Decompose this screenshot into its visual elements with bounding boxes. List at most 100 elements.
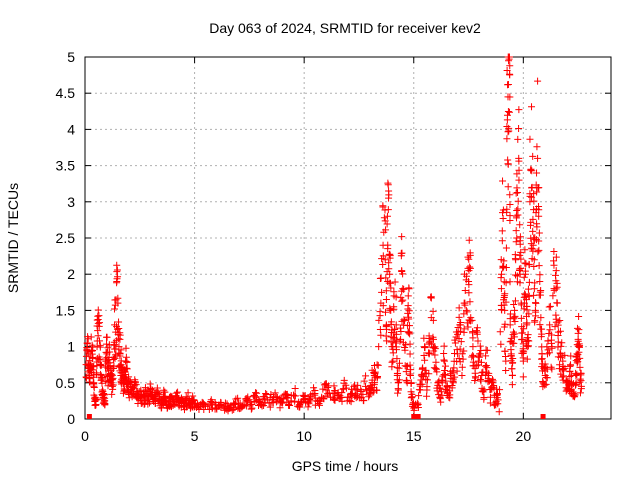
x-axis-label: GPS time / hours: [292, 458, 399, 474]
data-point-noise: [518, 336, 526, 344]
data-point-noise: [362, 387, 370, 395]
data-point-noise: [207, 397, 215, 405]
data-point-noise: [125, 394, 133, 402]
data-point-noise: [402, 341, 410, 349]
data-point-noise: [512, 271, 520, 279]
data-point-noise: [547, 336, 555, 344]
data-point-noise: [476, 342, 484, 350]
data-point-noise: [339, 385, 347, 393]
data-point-noise: [262, 389, 270, 397]
data-point-noise: [184, 389, 192, 397]
data-point-noise: [386, 306, 394, 314]
data-point-noise: [497, 306, 505, 314]
data-point-noise: [472, 327, 480, 335]
data-point-noise: [256, 397, 264, 405]
data-point-noise: [342, 384, 350, 392]
data-point-noise: [466, 249, 474, 257]
data-point-noise: [520, 325, 528, 333]
data-point-noise: [429, 333, 437, 341]
data-point-noise: [552, 253, 560, 261]
data-point: [383, 212, 391, 220]
data-point-noise: [305, 394, 313, 402]
data-point-noise: [374, 361, 382, 369]
data-point-noise: [510, 313, 518, 321]
data-point-noise: [115, 318, 123, 326]
data-point-noise: [155, 390, 163, 398]
data-point-noise: [450, 349, 458, 357]
data-point-noise: [511, 297, 519, 305]
data-point-noise: [387, 318, 395, 326]
data-point-noise: [460, 325, 468, 333]
data-point-noise: [473, 330, 481, 338]
data-point-noise: [132, 381, 140, 389]
data-point: [537, 314, 545, 322]
data-point-noise: [378, 288, 386, 296]
data-point-noise: [397, 327, 405, 335]
data-point-noise: [466, 298, 474, 306]
data-point-noise: [373, 361, 381, 369]
data-point-noise: [525, 261, 533, 269]
data-point-noise: [161, 388, 169, 396]
data-point-noise: [525, 278, 533, 286]
y-tick-label: 1.5: [56, 302, 76, 318]
data-point-noise: [304, 403, 312, 411]
data-point-noise: [550, 286, 558, 294]
baseline-marker: [411, 414, 417, 419]
data-point-noise: [174, 388, 182, 396]
data-point-noise: [92, 369, 100, 377]
data-point-noise: [500, 294, 508, 302]
data-point-noise: [520, 348, 528, 356]
data-point-noise: [567, 361, 575, 369]
data-point-noise: [115, 324, 123, 332]
data-point-noise: [109, 385, 117, 393]
data-point: [495, 408, 503, 416]
data-point-noise: [235, 405, 243, 413]
data-point-noise: [383, 325, 391, 333]
y-tick-label: 2: [67, 266, 75, 282]
data-point-noise: [109, 381, 117, 389]
data-point-noise: [546, 326, 554, 334]
data-point-noise: [572, 379, 580, 387]
data-point-noise: [379, 261, 387, 269]
data-point-noise: [465, 236, 473, 244]
data-point-noise: [527, 166, 535, 174]
data-point-noise: [513, 214, 521, 222]
data-point-noise: [391, 325, 399, 333]
data-point: [515, 176, 523, 184]
data-point-noise: [427, 340, 435, 348]
data-point-noise: [319, 385, 327, 393]
data-point-noise: [451, 373, 459, 381]
data-point-noise: [208, 404, 216, 412]
data-point-noise: [530, 262, 538, 270]
axis-ticks: 0 0.5 1 1.5 2 2.5 3 3.5 4 4.5 5 0 5 10 15 20: [56, 49, 611, 444]
data-point-noise: [375, 316, 383, 324]
data-point-noise: [423, 383, 431, 391]
data-point-noise: [379, 252, 387, 260]
data-point-noise: [346, 397, 354, 405]
data-point-noise: [112, 345, 120, 353]
data-point-noise: [382, 296, 390, 304]
data-point-noise: [524, 342, 532, 350]
data-point-noise: [576, 354, 584, 362]
data-point-noise: [525, 292, 533, 300]
data-point-noise: [456, 327, 464, 335]
data-point-noise: [498, 227, 506, 235]
data-point-noise: [469, 334, 477, 342]
data-point-noise: [406, 350, 414, 358]
data-point-noise: [354, 381, 362, 389]
chart-title: Day 063 of 2024, SRMTID for receiver kev…: [209, 20, 481, 36]
data-point-noise: [529, 152, 537, 160]
data-point-noise: [126, 377, 134, 385]
data-point-noise: [429, 316, 437, 324]
data-point-noise: [575, 343, 583, 351]
data-point-noise: [401, 317, 409, 325]
data-point-noise: [511, 317, 519, 325]
data-point-noise: [115, 335, 123, 343]
data-point-noise: [560, 366, 568, 374]
data-point-noise: [224, 407, 232, 415]
data-point-noise: [575, 312, 583, 320]
data-point: [466, 263, 474, 271]
data-point-noise: [504, 107, 512, 115]
data-point-noise: [532, 308, 540, 316]
data-point-noise: [266, 403, 274, 411]
